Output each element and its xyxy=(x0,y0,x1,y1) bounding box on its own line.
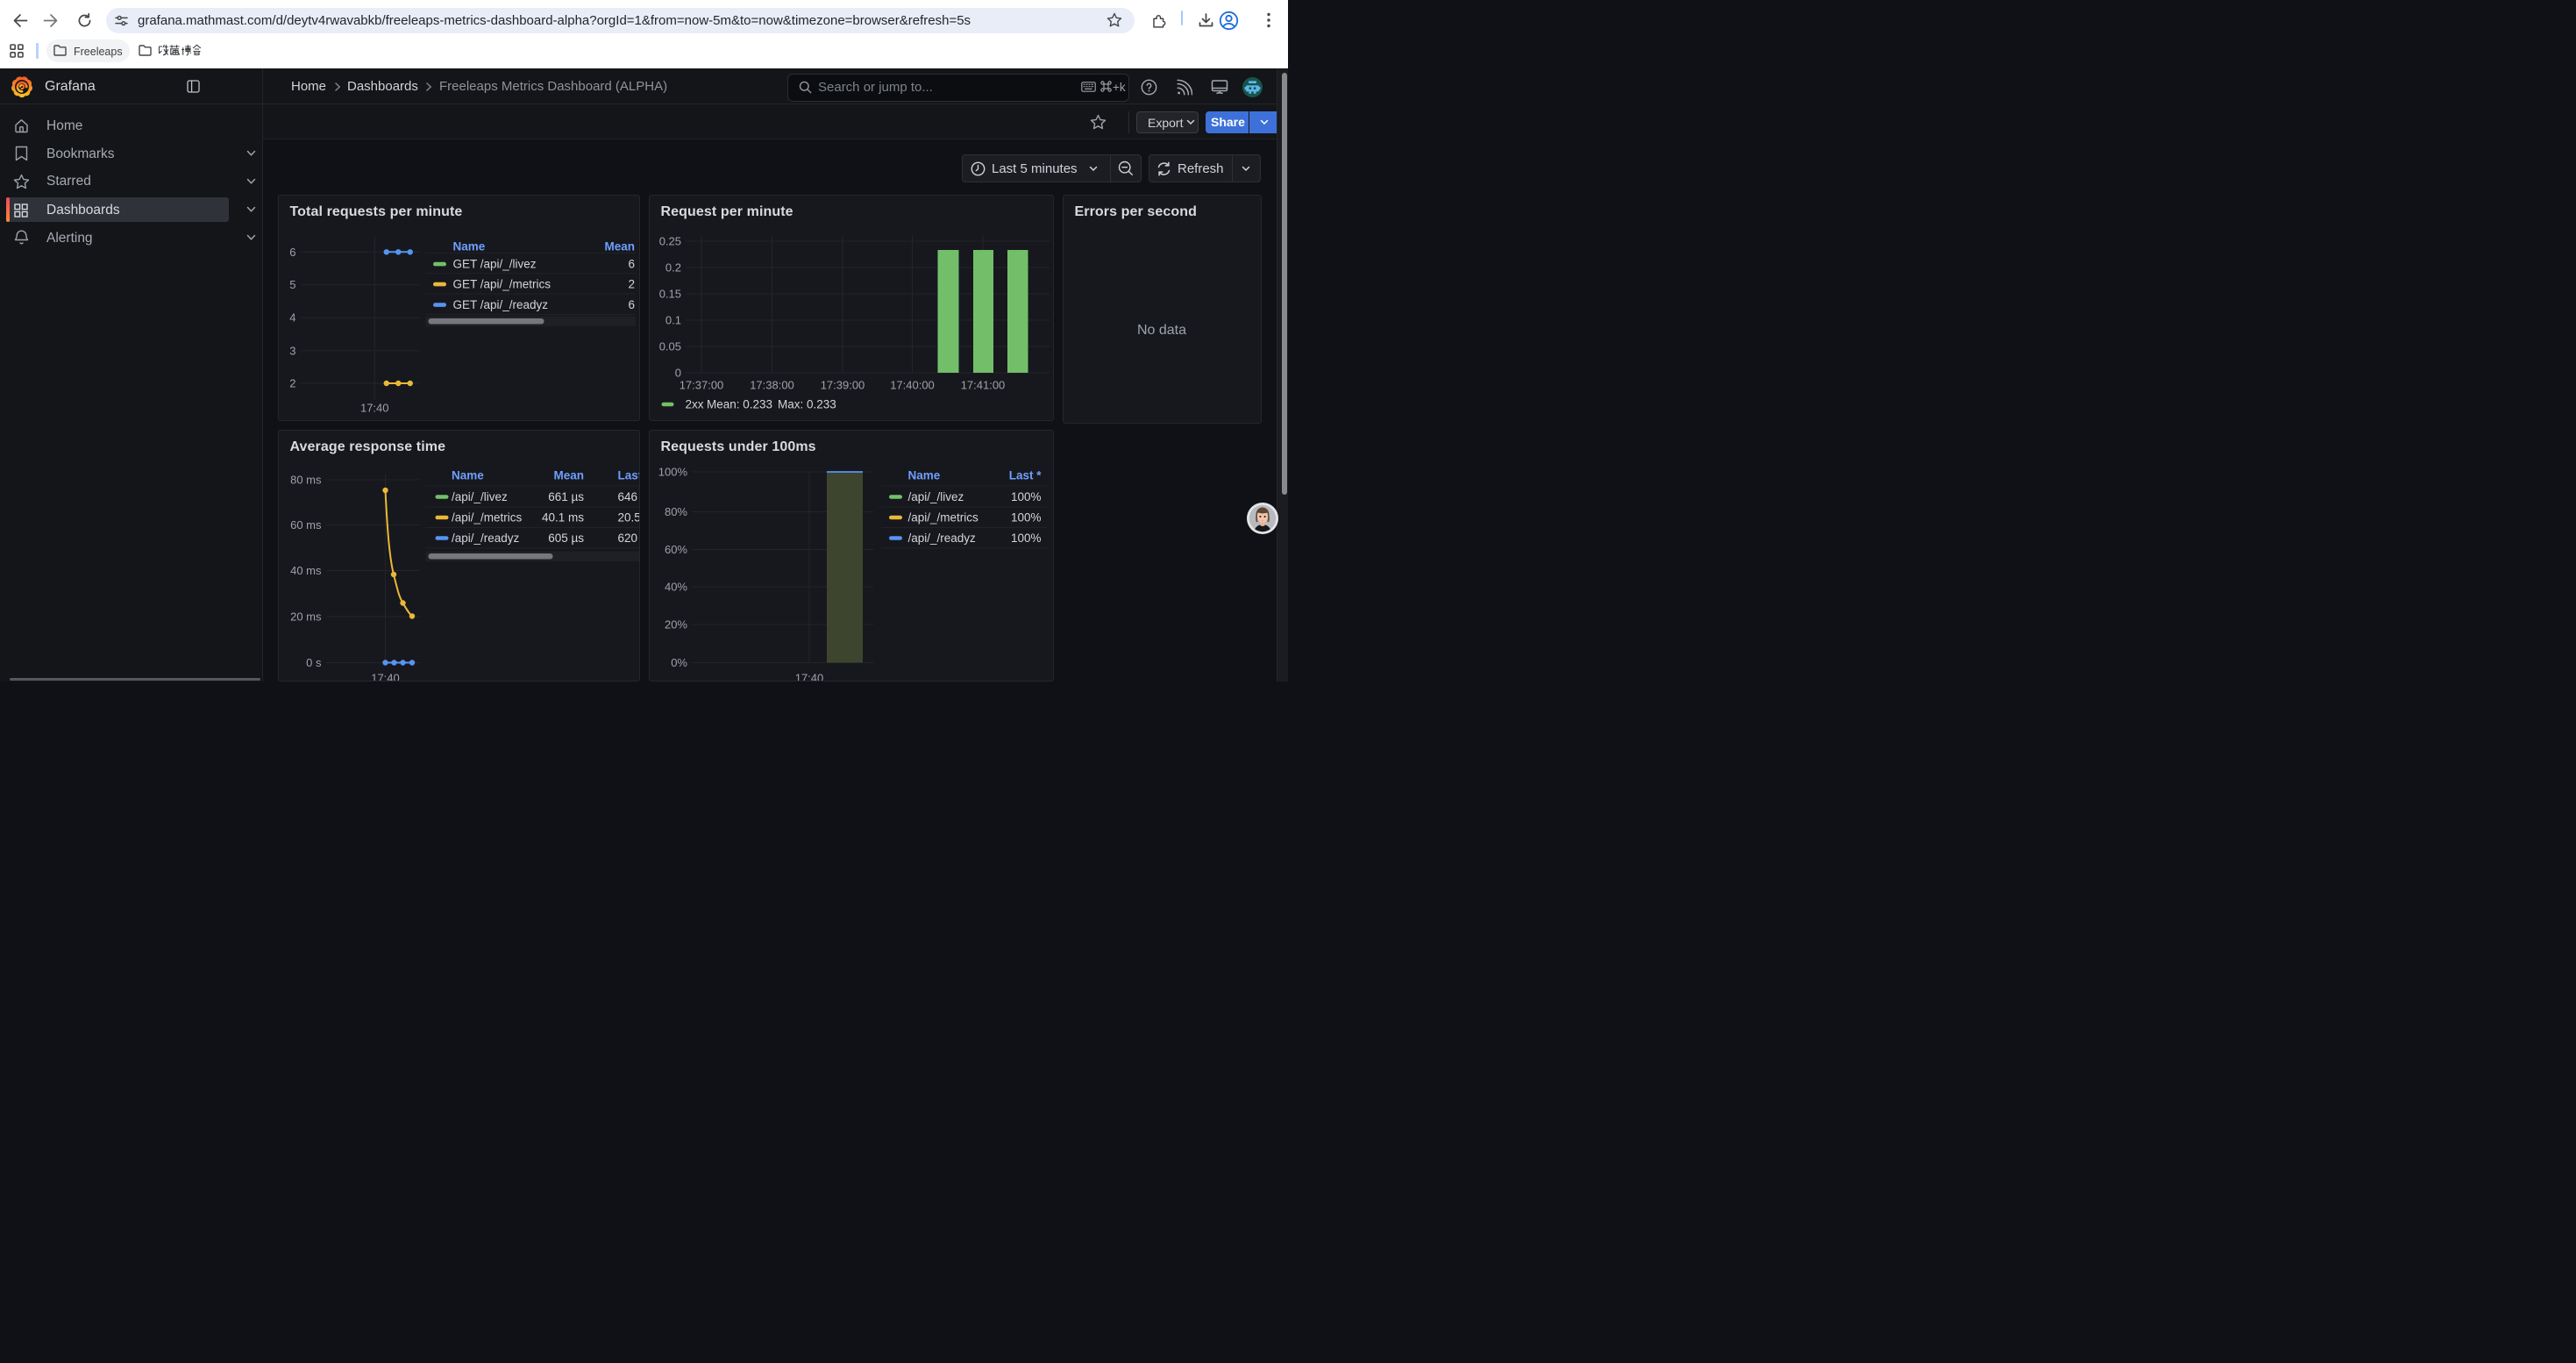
svg-text:0 s: 0 s xyxy=(306,656,322,669)
svg-text:100%: 100% xyxy=(1010,490,1041,503)
svg-text:17:40: 17:40 xyxy=(359,402,388,415)
svg-text:40 ms: 40 ms xyxy=(290,564,322,577)
svg-text:Last *: Last * xyxy=(1008,469,1042,482)
svg-text:6: 6 xyxy=(289,246,295,259)
svg-text:100%: 100% xyxy=(1010,532,1041,545)
svg-text:620 µs: 620 µs xyxy=(617,532,639,545)
svg-text:/api/_/readyz: /api/_/readyz xyxy=(452,532,520,545)
svg-text:100%: 100% xyxy=(658,466,687,479)
svg-text:Name: Name xyxy=(452,240,485,253)
svg-text:0%: 0% xyxy=(671,656,687,669)
svg-text:605 µs: 605 µs xyxy=(548,532,584,545)
svg-text:20.5 ms: 20.5 ms xyxy=(617,511,639,525)
svg-text:80 ms: 80 ms xyxy=(290,474,322,487)
svg-text:80%: 80% xyxy=(664,505,687,518)
svg-text:0.15: 0.15 xyxy=(658,288,680,301)
svg-text:17:41:00: 17:41:00 xyxy=(960,379,1005,392)
svg-text:Name: Name xyxy=(452,469,484,482)
svg-text:/api/_/livez: /api/_/livez xyxy=(452,490,508,503)
svg-text:6: 6 xyxy=(628,298,635,311)
svg-text:Mean: Mean xyxy=(604,240,635,253)
svg-text:0.25: 0.25 xyxy=(658,235,680,248)
svg-text:2: 2 xyxy=(628,278,635,291)
svg-text:60%: 60% xyxy=(664,543,687,556)
svg-text:661 µs: 661 µs xyxy=(548,490,584,503)
svg-text:GET /api/_/metrics: GET /api/_/metrics xyxy=(452,278,551,291)
svg-text:2: 2 xyxy=(289,377,295,390)
svg-text:60 ms: 60 ms xyxy=(290,518,322,532)
svg-text:6: 6 xyxy=(628,258,635,271)
svg-text:20 ms: 20 ms xyxy=(290,610,322,624)
svg-text:/api/_/metrics: /api/_/metrics xyxy=(452,511,523,525)
svg-text:/api/_/livez: /api/_/livez xyxy=(907,490,964,503)
svg-text:17:37:00: 17:37:00 xyxy=(679,379,723,392)
svg-text:40.1 ms: 40.1 ms xyxy=(541,511,583,525)
svg-text:17:38:00: 17:38:00 xyxy=(750,379,794,392)
svg-text:5: 5 xyxy=(289,278,295,291)
svg-text:17:40:00: 17:40:00 xyxy=(890,379,935,392)
svg-text:/api/_/readyz: /api/_/readyz xyxy=(907,532,976,545)
svg-text:Max: 0.233: Max: 0.233 xyxy=(778,398,836,411)
svg-text:2xx: 2xx xyxy=(685,398,703,411)
svg-text:0: 0 xyxy=(674,367,680,380)
svg-text:3: 3 xyxy=(289,344,295,357)
svg-text:646 µs: 646 µs xyxy=(617,490,639,503)
svg-text:40%: 40% xyxy=(664,581,687,594)
svg-text:Mean: Mean xyxy=(553,469,584,482)
svg-text:Name: Name xyxy=(907,469,940,482)
svg-text:17:40: 17:40 xyxy=(371,672,400,682)
svg-text:Last *: Last * xyxy=(617,469,639,482)
svg-text:/api/_/metrics: /api/_/metrics xyxy=(907,511,978,525)
svg-text:100%: 100% xyxy=(1010,511,1041,525)
svg-text:GET /api/_/readyz: GET /api/_/readyz xyxy=(452,298,548,311)
svg-text:0.05: 0.05 xyxy=(658,340,680,353)
svg-text:4: 4 xyxy=(289,311,295,325)
svg-text:Mean: 0.233: Mean: 0.233 xyxy=(707,398,772,411)
svg-text:20%: 20% xyxy=(664,618,687,632)
svg-text:GET /api/_/livez: GET /api/_/livez xyxy=(452,258,536,271)
svg-text:17:39:00: 17:39:00 xyxy=(820,379,865,392)
svg-text:0.2: 0.2 xyxy=(665,261,680,275)
svg-text:17:40: 17:40 xyxy=(794,672,823,682)
svg-text:0.1: 0.1 xyxy=(665,314,680,327)
